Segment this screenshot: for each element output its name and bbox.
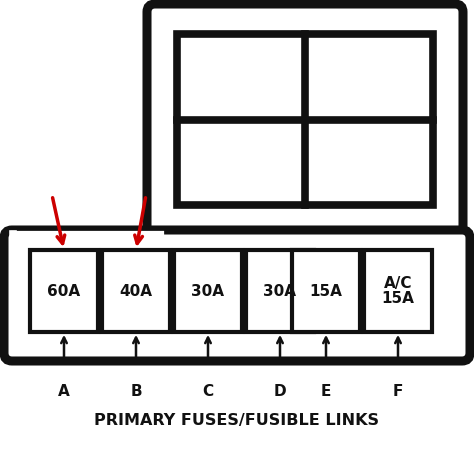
FancyBboxPatch shape bbox=[147, 4, 463, 235]
Text: F: F bbox=[393, 384, 403, 399]
FancyBboxPatch shape bbox=[177, 34, 433, 205]
Text: 30A: 30A bbox=[191, 284, 225, 299]
FancyBboxPatch shape bbox=[4, 230, 470, 361]
Text: A/C
15A: A/C 15A bbox=[382, 276, 414, 306]
Text: A: A bbox=[58, 384, 70, 399]
Bar bbox=[246, 250, 314, 332]
Text: D: D bbox=[273, 384, 286, 399]
Text: 40A: 40A bbox=[119, 284, 153, 299]
Text: B: B bbox=[130, 384, 142, 399]
Bar bbox=[102, 250, 170, 332]
Text: C: C bbox=[202, 384, 214, 399]
Bar bbox=[174, 250, 242, 332]
Text: 15A: 15A bbox=[310, 284, 342, 299]
Text: 60A: 60A bbox=[47, 284, 81, 299]
Text: E: E bbox=[321, 384, 331, 399]
Bar bbox=[292, 250, 360, 332]
Bar bbox=[364, 250, 432, 332]
Text: PRIMARY FUSES/FUSIBLE LINKS: PRIMARY FUSES/FUSIBLE LINKS bbox=[94, 413, 380, 428]
Bar bbox=[30, 250, 98, 332]
Text: 30A: 30A bbox=[264, 284, 297, 299]
